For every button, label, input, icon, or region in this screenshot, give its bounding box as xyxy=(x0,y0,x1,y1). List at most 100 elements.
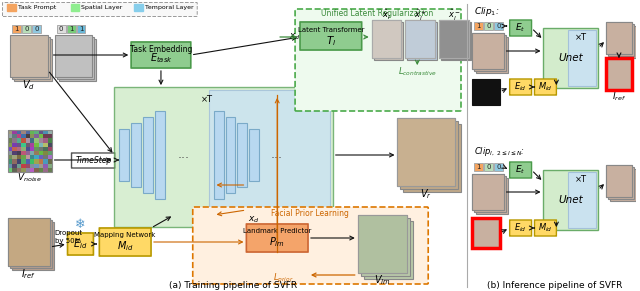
Bar xyxy=(358,215,407,273)
Text: $T_l$: $T_l$ xyxy=(326,34,336,48)
Text: Unet: Unet xyxy=(558,53,582,63)
Text: 0: 0 xyxy=(496,23,500,29)
Text: 1: 1 xyxy=(79,26,83,32)
FancyBboxPatch shape xyxy=(509,162,532,178)
Bar xyxy=(225,117,236,193)
Bar xyxy=(56,37,94,79)
Text: $M_{id}$: $M_{id}$ xyxy=(538,81,553,93)
Text: $x_d$: $x_d$ xyxy=(248,215,259,225)
Bar xyxy=(606,165,632,197)
Bar xyxy=(70,4,79,11)
Bar xyxy=(476,178,508,214)
Text: ...: ... xyxy=(178,148,190,162)
Text: by 50%: by 50% xyxy=(54,238,81,244)
Text: $\hat{x}_l^-$: $\hat{x}_l^-$ xyxy=(448,8,460,22)
Bar xyxy=(143,117,153,193)
Text: ×T: ×T xyxy=(575,33,588,42)
Text: $V_{noise}$: $V_{noise}$ xyxy=(17,172,42,184)
Bar xyxy=(472,33,504,69)
Text: ❄: ❄ xyxy=(76,219,86,232)
Text: $I_{ref}$: $I_{ref}$ xyxy=(612,91,626,103)
Bar xyxy=(155,111,165,199)
Text: 1: 1 xyxy=(68,26,74,32)
Bar xyxy=(77,25,86,33)
Bar xyxy=(439,20,469,58)
FancyBboxPatch shape xyxy=(72,153,115,168)
Bar xyxy=(7,4,16,11)
Bar xyxy=(543,28,598,88)
Text: $M_{id}$: $M_{id}$ xyxy=(538,222,553,234)
Bar xyxy=(608,24,634,56)
Bar xyxy=(610,169,636,201)
Text: $x_d$: $x_d$ xyxy=(289,32,301,42)
Bar xyxy=(237,123,248,187)
Bar xyxy=(372,20,401,58)
Bar xyxy=(474,35,506,71)
Bar xyxy=(474,176,506,212)
Bar xyxy=(14,39,52,81)
Text: $E_{id}$: $E_{id}$ xyxy=(515,81,527,93)
Text: Spatial Layer: Spatial Layer xyxy=(81,5,123,10)
Bar xyxy=(8,130,52,172)
Text: $V_{lm}$: $V_{lm}$ xyxy=(374,273,391,287)
Bar xyxy=(568,172,596,228)
Bar xyxy=(606,22,632,54)
Text: Unified Latent Regularization: Unified Latent Regularization xyxy=(321,8,434,17)
Bar xyxy=(10,35,48,77)
Bar xyxy=(250,129,259,181)
Text: 0: 0 xyxy=(486,164,491,170)
Text: 0: 0 xyxy=(486,23,491,29)
FancyBboxPatch shape xyxy=(131,42,191,68)
Text: ×T: ×T xyxy=(201,95,212,104)
Bar xyxy=(472,33,504,69)
Bar xyxy=(364,221,413,279)
Text: $L_{contrastive}$: $L_{contrastive}$ xyxy=(397,66,437,78)
FancyBboxPatch shape xyxy=(300,22,362,50)
Bar xyxy=(405,20,435,58)
Bar xyxy=(472,174,504,210)
Bar xyxy=(610,26,636,58)
Text: $E_t$: $E_t$ xyxy=(515,22,526,34)
Text: $E_{task}$: $E_{task}$ xyxy=(150,51,172,65)
Text: $M_{id}$: $M_{id}$ xyxy=(117,239,134,253)
Text: $P_{lm}$: $P_{lm}$ xyxy=(269,235,285,249)
Text: Latent Transformer: Latent Transformer xyxy=(298,27,364,33)
Bar xyxy=(484,163,493,171)
Bar xyxy=(543,170,598,230)
Bar xyxy=(12,222,54,270)
Bar xyxy=(472,218,500,248)
Bar xyxy=(441,22,471,60)
Bar xyxy=(214,111,223,199)
Bar xyxy=(401,121,458,189)
Bar xyxy=(8,218,50,266)
Bar xyxy=(54,35,92,77)
Bar xyxy=(22,25,31,33)
Text: $E_{id}$: $E_{id}$ xyxy=(515,222,527,234)
Bar xyxy=(608,167,634,199)
Text: 0: 0 xyxy=(24,26,29,32)
Bar xyxy=(474,22,483,30)
FancyBboxPatch shape xyxy=(509,220,532,236)
Text: ×T: ×T xyxy=(575,175,588,184)
Bar xyxy=(606,165,632,197)
Text: 0: 0 xyxy=(59,26,63,32)
Text: Facial Prior Learning: Facial Prior Learning xyxy=(271,208,349,217)
Text: Mapping Network: Mapping Network xyxy=(95,232,156,238)
Bar xyxy=(32,25,41,33)
Text: $I_{ref}$: $I_{ref}$ xyxy=(21,267,36,281)
Bar xyxy=(494,163,503,171)
Bar xyxy=(10,220,52,268)
FancyBboxPatch shape xyxy=(99,228,151,256)
Text: $E_t$: $E_t$ xyxy=(515,164,526,176)
FancyBboxPatch shape xyxy=(193,207,428,284)
FancyBboxPatch shape xyxy=(295,9,461,111)
Bar xyxy=(476,37,508,73)
FancyBboxPatch shape xyxy=(246,224,308,252)
Bar xyxy=(494,22,503,30)
Bar xyxy=(56,25,65,33)
Bar xyxy=(131,123,141,187)
FancyBboxPatch shape xyxy=(509,20,532,36)
Text: Task Embedding: Task Embedding xyxy=(130,45,192,54)
Bar xyxy=(484,22,493,30)
Bar xyxy=(134,4,143,11)
